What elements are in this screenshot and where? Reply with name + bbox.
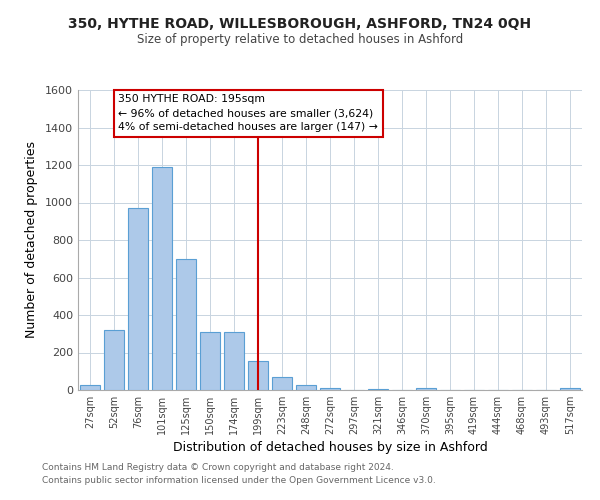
Bar [80,386,100,390]
Text: Contains HM Land Registry data © Crown copyright and database right 2024.: Contains HM Land Registry data © Crown c… [42,464,394,472]
Bar [248,361,268,390]
Bar [224,332,244,390]
Bar [128,208,148,390]
Bar [272,377,292,390]
Text: 350, HYTHE ROAD, WILLESBOROUGH, ASHFORD, TN24 0QH: 350, HYTHE ROAD, WILLESBOROUGH, ASHFORD,… [68,18,532,32]
X-axis label: Distribution of detached houses by size in Ashford: Distribution of detached houses by size … [173,442,487,454]
Bar [296,386,316,390]
Bar [104,330,124,390]
Text: Contains public sector information licensed under the Open Government Licence v3: Contains public sector information licen… [42,476,436,485]
Bar [560,388,580,390]
Bar [200,332,220,390]
Bar [176,259,196,390]
Bar [320,388,340,390]
Text: Size of property relative to detached houses in Ashford: Size of property relative to detached ho… [137,32,463,46]
Text: 350 HYTHE ROAD: 195sqm
← 96% of detached houses are smaller (3,624)
4% of semi-d: 350 HYTHE ROAD: 195sqm ← 96% of detached… [118,94,378,132]
Bar [368,389,388,390]
Y-axis label: Number of detached properties: Number of detached properties [25,142,38,338]
Bar [416,388,436,390]
Bar [152,167,172,390]
